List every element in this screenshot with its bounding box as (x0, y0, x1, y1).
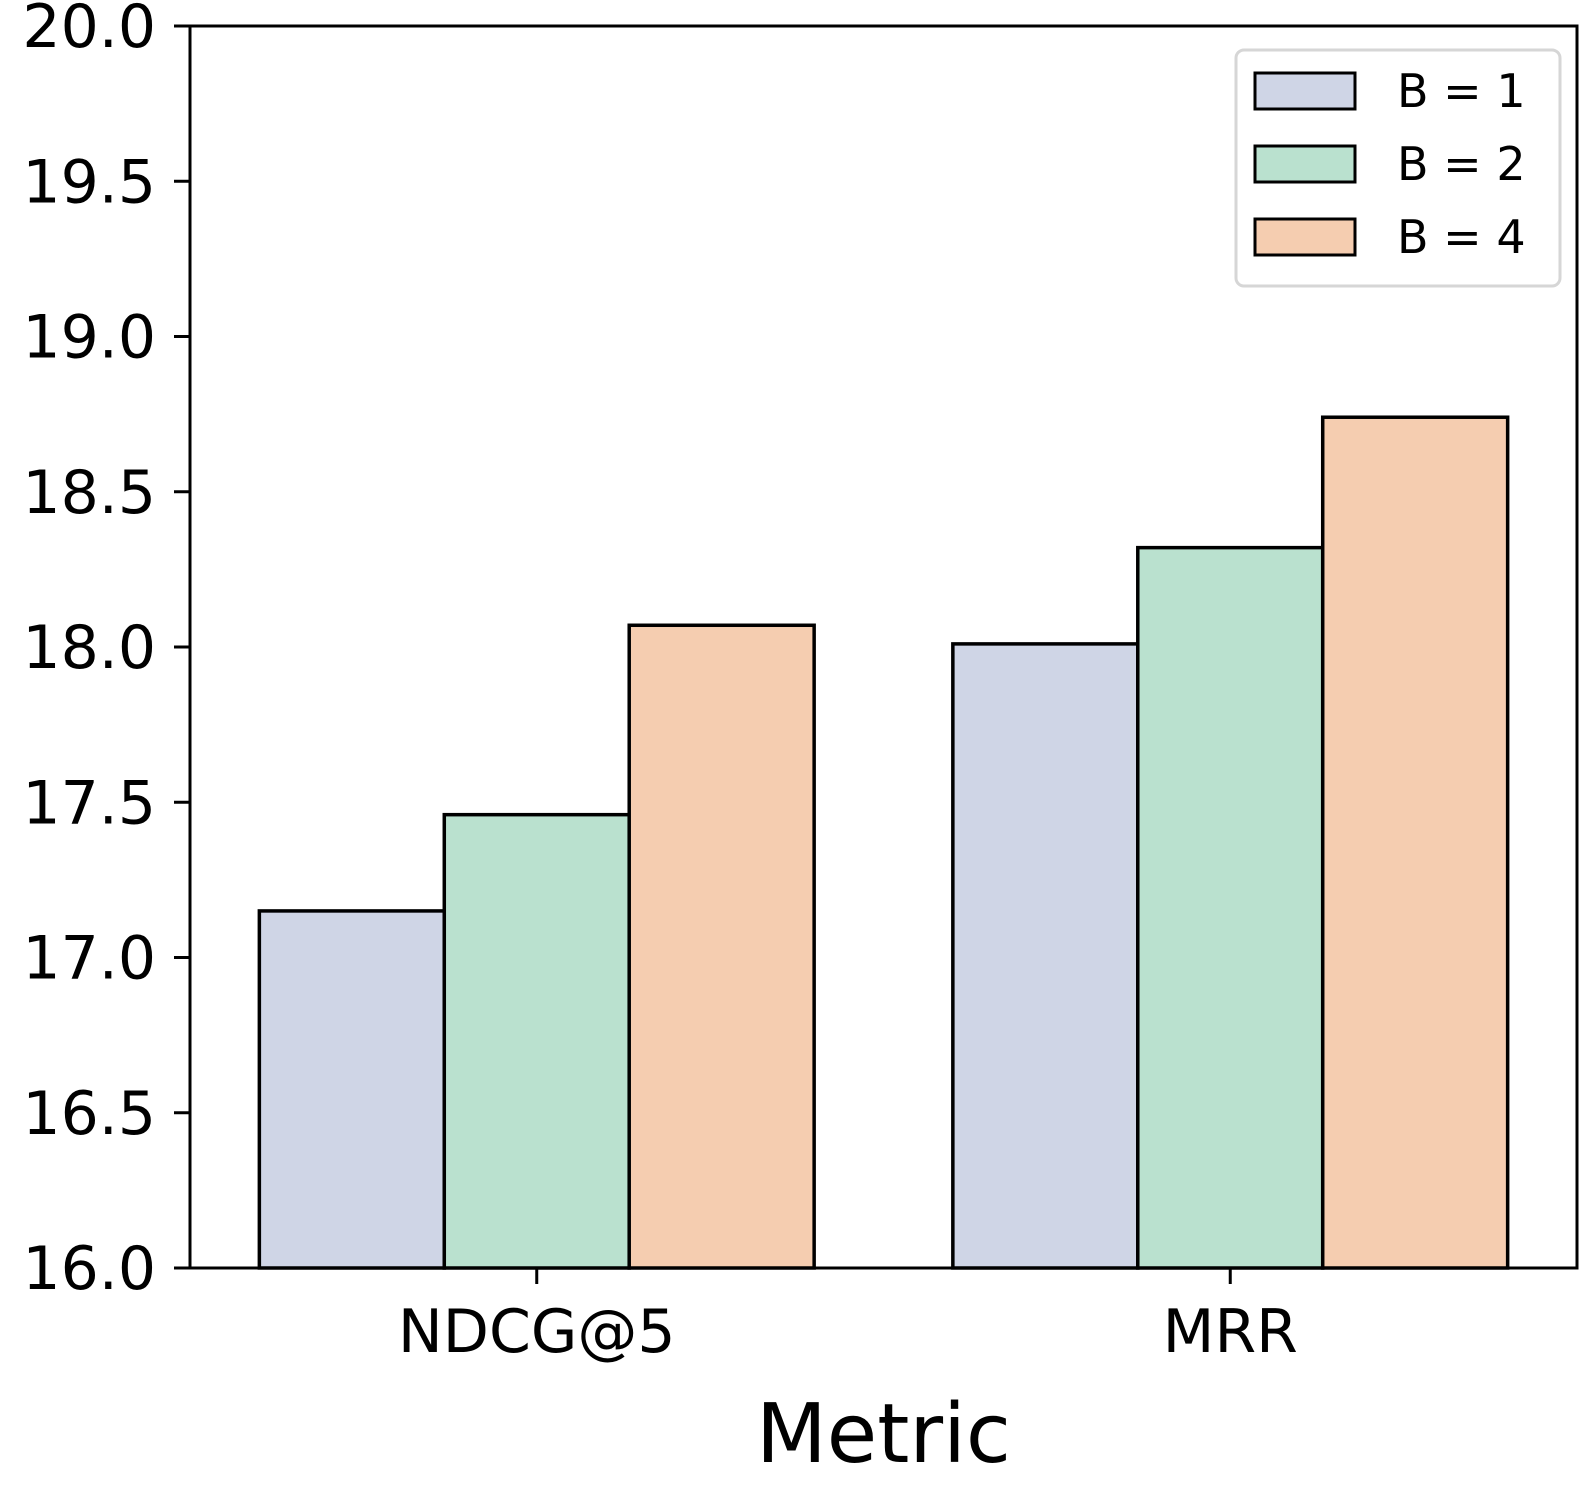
legend-label-2: B = 2 (1397, 137, 1526, 191)
x-tick-label: MRR (1163, 1297, 1298, 1367)
bar-mrr-series-3 (1320, 415, 1510, 1270)
y-tick-label: 16.5 (22, 1079, 156, 1149)
legend-swatch-2 (1253, 144, 1357, 184)
legend-swatch-3 (1253, 217, 1357, 257)
y-tick-label: 16.0 (22, 1234, 156, 1304)
bar-mrr-series-1 (951, 642, 1140, 1270)
legend-label-1: B = 1 (1397, 64, 1526, 118)
y-tick-label: 18.5 (22, 458, 156, 528)
x-axis-title: Metric (756, 1387, 1011, 1482)
x-tick-label: NDCG@5 (398, 1297, 676, 1367)
x-axis: NDCG@5 MRR (398, 1268, 1298, 1367)
y-tick-label: 18.0 (22, 613, 156, 683)
y-tick-label: 19.5 (22, 147, 156, 217)
y-tick-label: 17.5 (22, 768, 156, 838)
y-tick-label: 20.0 (22, 0, 156, 62)
bars-group (257, 415, 1510, 1270)
bar-mrr-series-2 (1136, 545, 1325, 1270)
bar-ndcg5-series-1 (257, 909, 447, 1270)
bar-ndcg5-series-3 (627, 623, 816, 1270)
legend-swatch-1 (1253, 71, 1357, 111)
legend: B = 1 B = 2 B = 4 (1234, 48, 1562, 288)
y-tick-label: 19.0 (22, 303, 156, 373)
legend-label-3: B = 4 (1397, 210, 1526, 264)
y-tick-label: 17.0 (22, 924, 156, 994)
bar-ndcg5-series-2 (442, 812, 631, 1270)
y-axis: 16.0 16.5 17.0 17.5 18.0 18.5 19.0 19.5 20.0 (22, 0, 190, 1304)
